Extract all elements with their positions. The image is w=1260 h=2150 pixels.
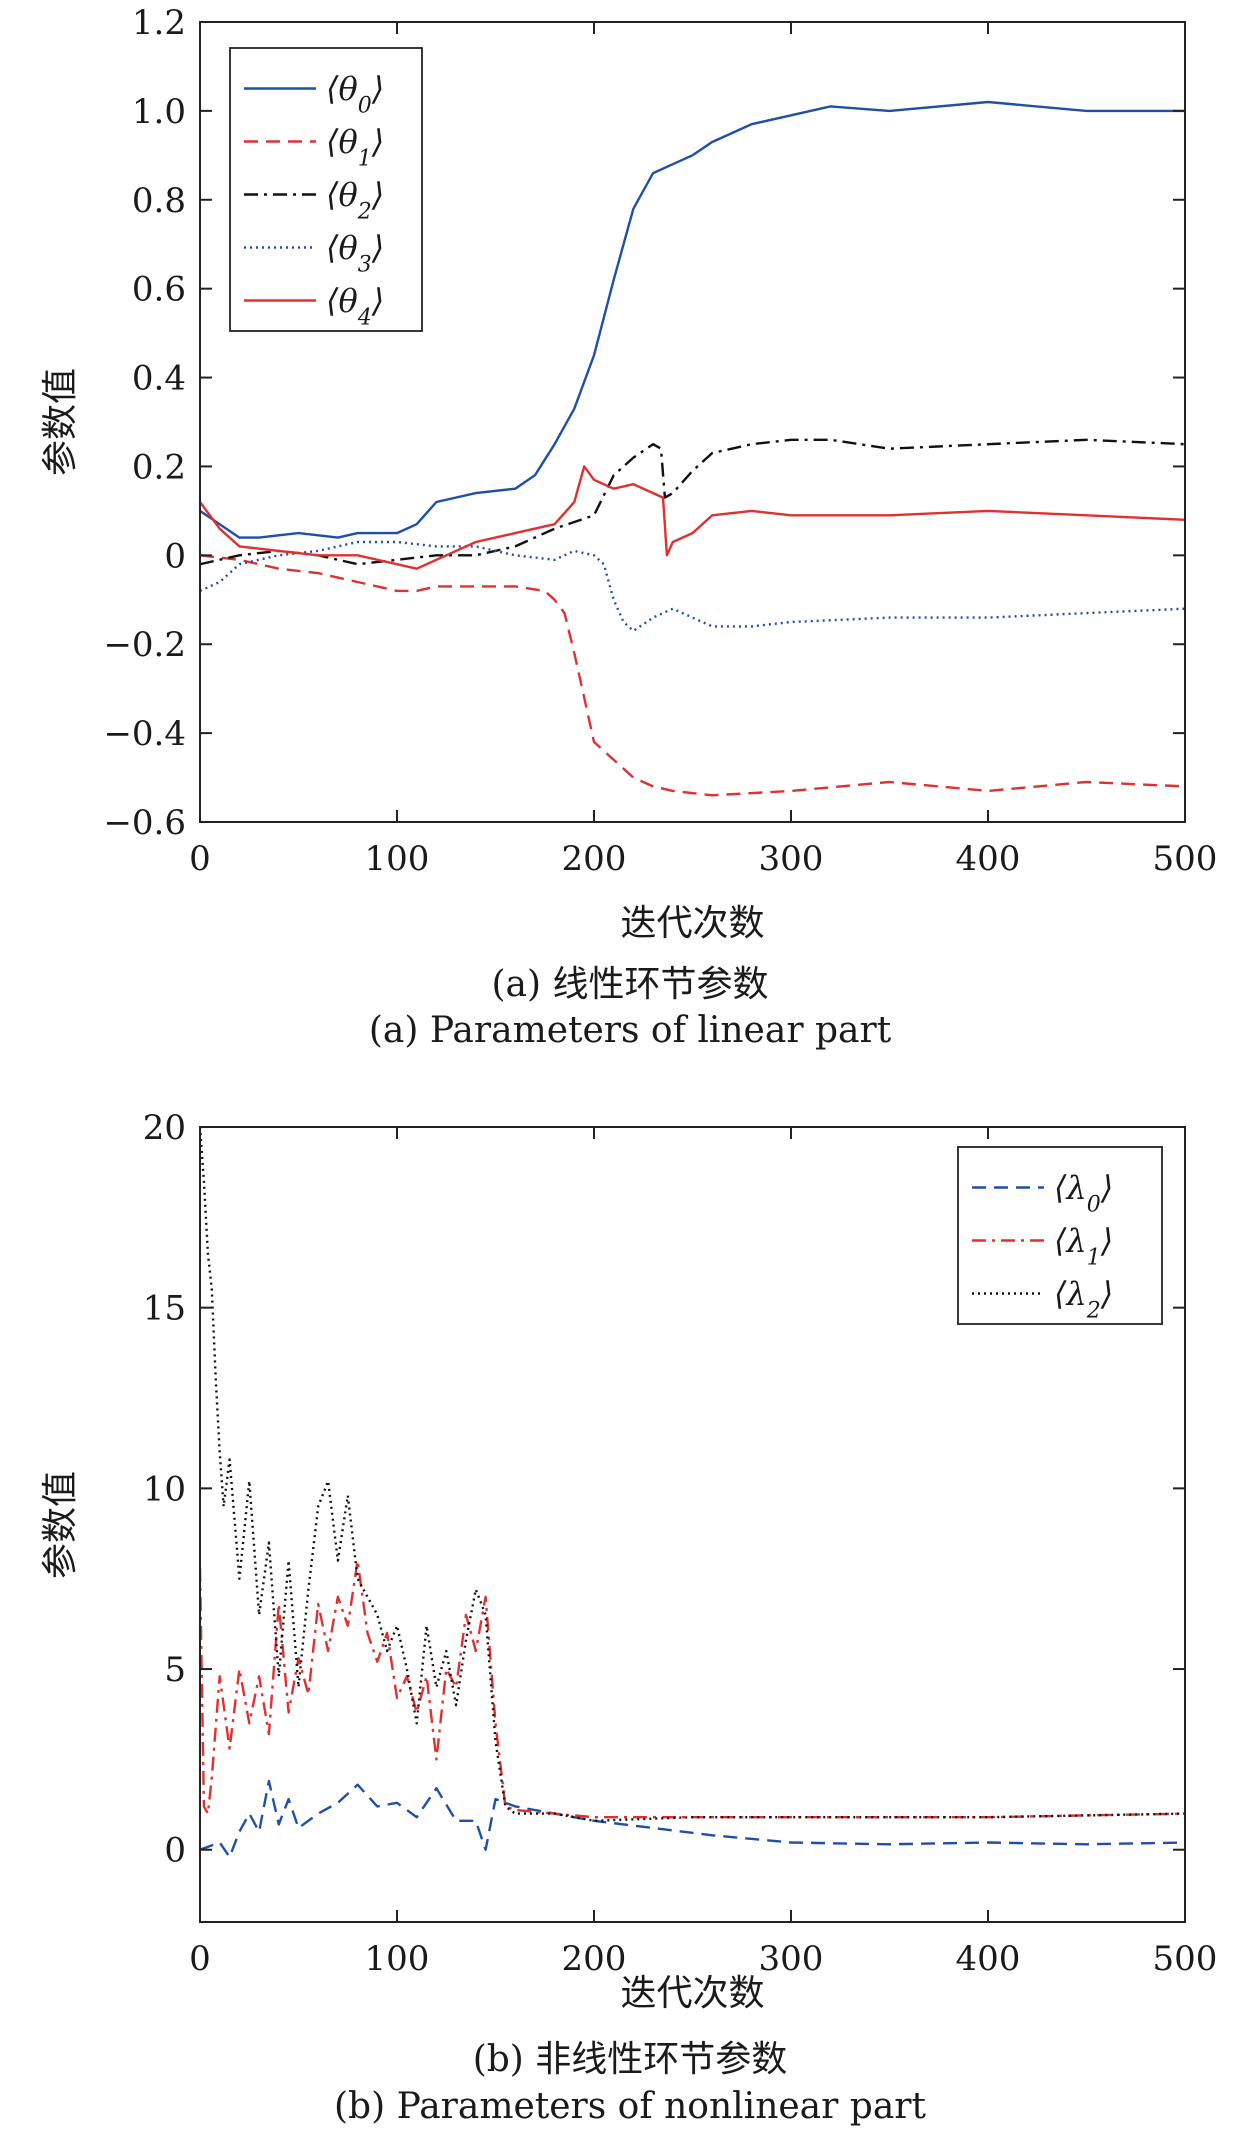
y-tick-label-a-8: 1.0 bbox=[132, 92, 186, 132]
y-tick-label-b-1: 5 bbox=[164, 1650, 186, 1690]
legend-label-a-4: ⟨θ4⟩ bbox=[326, 282, 384, 331]
legend-label-b-0: ⟨λ0⟩ bbox=[1054, 1169, 1113, 1218]
y-tick-label-a-6: 0.6 bbox=[132, 270, 186, 310]
series-line-b-1 bbox=[200, 1559, 1185, 1819]
x-axis-title-a: 迭代次数 bbox=[620, 903, 764, 944]
legend-a: ⟨θ0⟩⟨θ1⟩⟨θ2⟩⟨θ3⟩⟨θ4⟩ bbox=[229, 47, 423, 332]
y-tick-label-a-3: 0 bbox=[164, 536, 186, 576]
legend-b: ⟨λ0⟩⟨λ1⟩⟨λ2⟩ bbox=[957, 1146, 1163, 1325]
plot-b: 0 100 200 300 400 500 0 5 10 15 20 迭代次数 参数值 ⟨λ0⟩⟨λ1⟩⟨… bbox=[40, 1108, 1217, 2014]
x-tick-label-a-3: 300 bbox=[759, 839, 824, 879]
caption-a-cn: (a) 线性环节参数 bbox=[491, 964, 769, 1005]
caption-b-en: (b) Parameters of nonlinear part bbox=[334, 2086, 926, 2127]
axes-box-a bbox=[199, 21, 1186, 823]
series-line-a-4 bbox=[200, 465, 1185, 570]
caption-a-en: (a) Parameters of linear part bbox=[368, 1010, 892, 1051]
x-axis-title-b: 迭代次数 bbox=[620, 1973, 764, 2014]
y-tick-label-b-4: 20 bbox=[143, 1108, 186, 1148]
y-tick-label-b-3: 15 bbox=[143, 1289, 186, 1329]
y-tick-label-a-2: −0.2 bbox=[103, 625, 186, 665]
legend-label-a-2: ⟨θ2⟩ bbox=[326, 176, 384, 225]
x-tick-label-b-0: 0 bbox=[189, 1939, 211, 1979]
series-line-a-0 bbox=[200, 100, 1185, 539]
y-axis-title-b: 参数值 bbox=[40, 1471, 81, 1579]
y-tick-label-a-5: 0.4 bbox=[132, 359, 186, 399]
legend-label-a-0: ⟨θ0⟩ bbox=[326, 70, 384, 119]
series-line-b-0 bbox=[200, 1779, 1185, 1859]
series-line-a-2 bbox=[200, 438, 1185, 566]
y-tick-label-b-0: 0 bbox=[164, 1831, 186, 1871]
caption-b-cn: (b) 非线性环节参数 bbox=[472, 2039, 788, 2080]
y-tick-label-a-7: 0.8 bbox=[132, 181, 186, 221]
x-tick-label-a-4: 400 bbox=[956, 839, 1021, 879]
y-tick-label-b-2: 10 bbox=[143, 1469, 186, 1509]
legend-box-a bbox=[229, 47, 423, 332]
legend-label-b-2: ⟨λ2⟩ bbox=[1054, 1275, 1113, 1324]
series-group-b bbox=[200, 1127, 1185, 1859]
axes-box-b bbox=[199, 1126, 1186, 1923]
x-tick-label-b-4: 400 bbox=[956, 1939, 1021, 1979]
x-tick-label-b-3: 300 bbox=[759, 1939, 824, 1979]
legend-label-a-3: ⟨θ3⟩ bbox=[326, 229, 384, 278]
y-tick-label-a-4: 0.2 bbox=[132, 447, 186, 487]
y-tick-label-a-0: −0.6 bbox=[103, 803, 186, 843]
x-tick-label-b-2: 200 bbox=[562, 1939, 627, 1979]
x-tick-label-a-0: 0 bbox=[189, 839, 211, 879]
y-tick-label-a-1: −0.4 bbox=[103, 714, 186, 754]
legend-label-b-1: ⟨λ1⟩ bbox=[1054, 1222, 1113, 1271]
series-line-a-1 bbox=[200, 554, 1185, 797]
y-axis-title-a: 参数值 bbox=[40, 368, 81, 476]
x-tick-label-a-5: 500 bbox=[1153, 839, 1218, 879]
x-tick-label-a-2: 200 bbox=[562, 839, 627, 879]
x-tick-label-a-1: 100 bbox=[365, 839, 430, 879]
plot-a: 0 100 200 300 400 500 −0.6 −0.4 −0.2 0 0.2 0.4 0.6 0.… bbox=[40, 3, 1217, 944]
y-tick-label-a-9: 1.2 bbox=[132, 3, 186, 43]
x-tick-label-b-1: 100 bbox=[365, 1939, 430, 1979]
legend-label-a-1: ⟨θ1⟩ bbox=[326, 123, 384, 172]
x-tick-label-b-5: 500 bbox=[1153, 1939, 1218, 1979]
series-group-a bbox=[200, 100, 1185, 797]
